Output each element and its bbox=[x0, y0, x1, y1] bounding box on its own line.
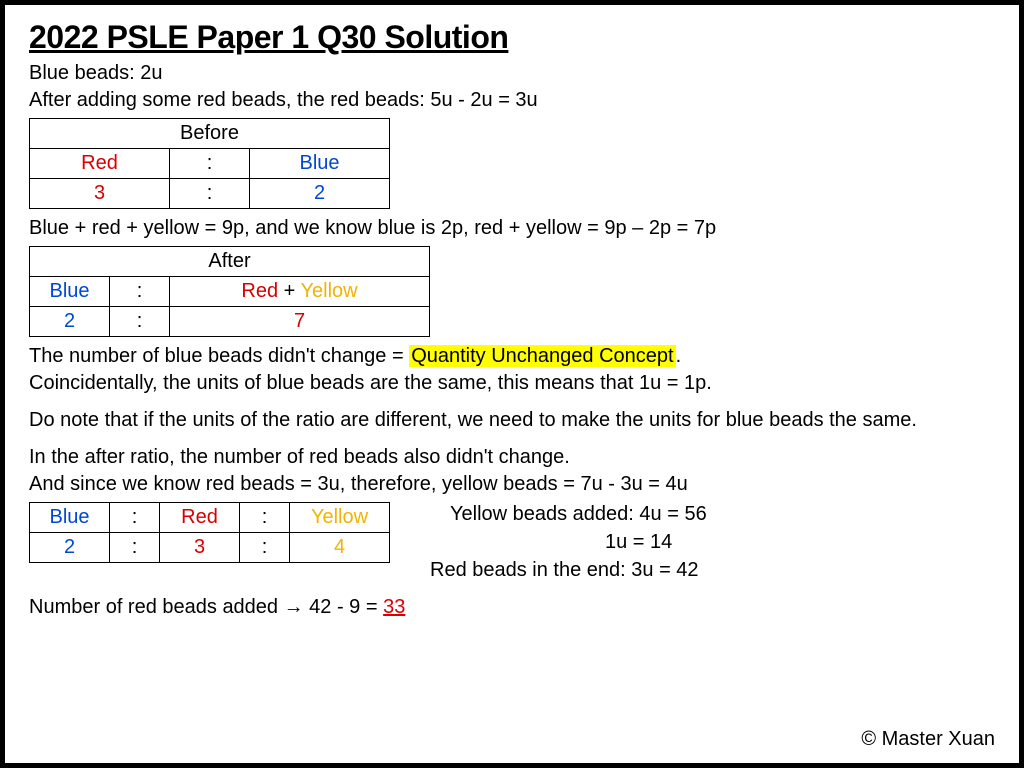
table-before-val-blue: 2 bbox=[250, 179, 390, 209]
line-after-ratio: In the after ratio, the number of red be… bbox=[29, 444, 995, 471]
table-after: After Blue : Red + Yellow 2 : 7 bbox=[29, 246, 430, 337]
table-after-val-ry: 7 bbox=[170, 307, 430, 337]
table-final-v-blue: 2 bbox=[30, 533, 110, 563]
table-after-head-yellow: Yellow bbox=[301, 280, 358, 302]
line-do-note: Do note that if the units of the ratio a… bbox=[29, 407, 995, 434]
table-after-title: After bbox=[30, 247, 430, 277]
line-coincidentally: Coincidentally, the units of blue beads … bbox=[29, 370, 995, 397]
calc-block: Yellow beads added: 4u = 56 1u = 14 Red … bbox=[430, 500, 707, 584]
table-after-val-sep: : bbox=[110, 307, 170, 337]
table-before-val-sep: : bbox=[170, 179, 250, 209]
table-final-v-s2: : bbox=[240, 533, 290, 563]
table-final-v-yellow: 4 bbox=[290, 533, 390, 563]
table-final-h-red: Red bbox=[160, 503, 240, 533]
table-final-v-s1: : bbox=[110, 533, 160, 563]
line-final: Number of red beads added → 42 - 9 = 33 bbox=[29, 594, 995, 621]
table-final-v-red: 3 bbox=[160, 533, 240, 563]
final-prefix: Number of red beads added → 42 - 9 = bbox=[29, 596, 383, 618]
calc-yellow-added: Yellow beads added: 4u = 56 bbox=[430, 500, 707, 528]
table-final-h-s1: : bbox=[110, 503, 160, 533]
calc-red-end: Red beads in the end: 3u = 42 bbox=[430, 556, 707, 584]
table-before-val-red: 3 bbox=[30, 179, 170, 209]
final-answer: 33 bbox=[383, 596, 405, 618]
line-blue-beads: Blue beads: 2u bbox=[29, 60, 995, 87]
table-before-head-blue: Blue bbox=[250, 149, 390, 179]
table-before: Before Red : Blue 3 : 2 bbox=[29, 118, 390, 209]
table-final: Blue : Red : Yellow 2 : 3 : 4 bbox=[29, 502, 390, 563]
table-before-title: Before bbox=[30, 119, 390, 149]
table-final-h-yellow: Yellow bbox=[290, 503, 390, 533]
calc-one-u: 1u = 14 bbox=[430, 528, 707, 556]
credit: © Master Xuan bbox=[861, 728, 995, 751]
table-after-head-ry: Red + Yellow bbox=[170, 277, 430, 307]
concept-suffix: . bbox=[676, 345, 682, 367]
table-final-h-blue: Blue bbox=[30, 503, 110, 533]
table-after-head-sep: : bbox=[110, 277, 170, 307]
table-after-val-blue: 2 bbox=[30, 307, 110, 337]
page-title: 2022 PSLE Paper 1 Q30 Solution bbox=[29, 19, 995, 56]
table-after-head-red: Red bbox=[241, 280, 278, 302]
line-after-adding: After adding some red beads, the red bea… bbox=[29, 87, 995, 114]
concept-highlight: Quantity Unchanged Concept bbox=[409, 345, 675, 367]
table-before-head-sep: : bbox=[170, 149, 250, 179]
table-before-head-red: Red bbox=[30, 149, 170, 179]
table-final-h-s2: : bbox=[240, 503, 290, 533]
table-after-head-blue: Blue bbox=[30, 277, 110, 307]
line-blue-red-yellow: Blue + red + yellow = 9p, and we know bl… bbox=[29, 215, 995, 242]
concept-prefix: The number of blue beads didn't change = bbox=[29, 345, 409, 367]
line-concept: The number of blue beads didn't change =… bbox=[29, 343, 995, 370]
table-after-head-plus: + bbox=[278, 280, 300, 302]
line-and-since: And since we know red beads = 3u, theref… bbox=[29, 471, 995, 498]
